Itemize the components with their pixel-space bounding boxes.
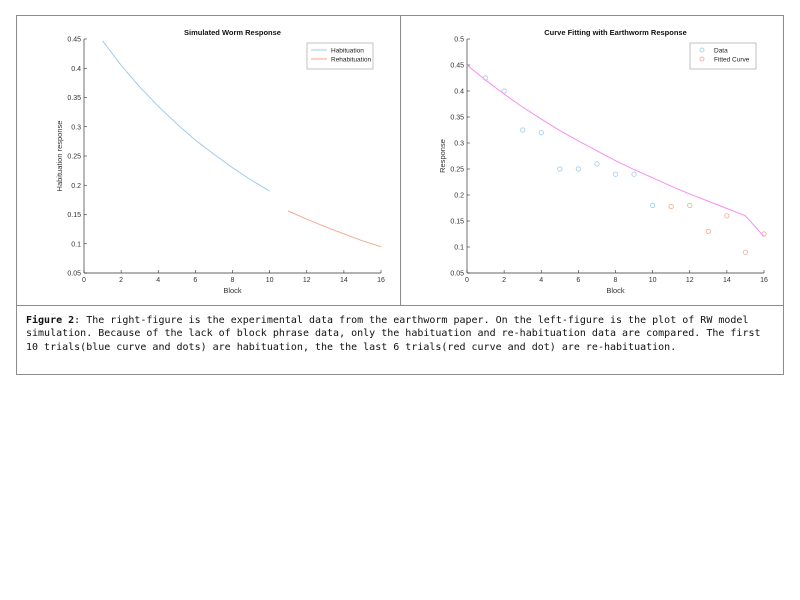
left-chart-panel: 0 2 4 6 8 10 12 14 16 0.05 0.1 0.15 0.2 0.25 0.3 0.35 0.… — [17, 16, 401, 305]
caption-row: Figure 2: The right-figure is the experi… — [17, 305, 783, 374]
y-axis-label: Habituation response — [55, 121, 64, 192]
x-tick-label: 12 — [303, 277, 311, 284]
y-tick-label: 0.2 — [71, 183, 81, 190]
y-tick-label: 0.1 — [454, 245, 464, 252]
legend-label: Rehabituation — [331, 56, 371, 63]
legend-label: Habituation — [331, 47, 364, 54]
data-point-marker — [501, 88, 507, 94]
y-tick-label: 0.35 — [450, 115, 464, 122]
y-tick-label: 0.25 — [67, 154, 81, 161]
x-tick-label: 10 — [649, 277, 657, 284]
caption-label: Figure 2 — [26, 315, 75, 326]
x-tick-label: 14 — [723, 277, 731, 284]
data-point-marker — [705, 228, 711, 234]
x-tick-label: 16 — [377, 277, 385, 284]
y-tick-label: 0.45 — [67, 37, 81, 44]
y-axis-label: Response — [438, 139, 447, 173]
figure-caption: Figure 2: The right-figure is the experi… — [26, 314, 766, 354]
chart-title: Curve Fitting with Earthworm Response — [544, 28, 687, 37]
series-line-habituation — [102, 40, 270, 192]
right-chart-panel: 0 2 4 6 8 10 12 14 16 0.05 0.1 0.15 0.2 0.25 0.3 0.35 0.… — [400, 16, 783, 305]
x-tick-label: 6 — [576, 277, 580, 284]
x-tick-label: 4 — [539, 277, 543, 284]
data-point-marker — [631, 171, 637, 177]
y-tick-label: 0.2 — [454, 193, 464, 200]
y-tick-label: 0.15 — [450, 219, 464, 226]
legend-swatch — [699, 47, 705, 53]
x-tick-label: 14 — [340, 277, 348, 284]
x-tick-label: 16 — [760, 277, 768, 284]
x-tick-label: 10 — [266, 277, 274, 284]
legend-box — [306, 42, 374, 70]
x-tick-label: 6 — [193, 277, 197, 284]
x-tick-label: 8 — [614, 277, 618, 284]
data-point-marker — [668, 203, 674, 210]
y-tick-label: 0.25 — [450, 167, 464, 174]
y-tick-label: 0.3 — [71, 124, 81, 131]
data-point-marker — [650, 202, 656, 208]
x-tick-label: 2 — [119, 277, 123, 284]
data-point-marker — [687, 202, 693, 208]
y-tick-label: 0.05 — [67, 271, 81, 278]
y-tick-label: 0.1 — [71, 241, 81, 248]
legend-label: Fitted Curve — [714, 56, 750, 63]
data-point-marker — [594, 161, 600, 167]
data-point-marker — [612, 171, 619, 177]
legend-box — [689, 42, 757, 70]
y-tick-label: 0.15 — [67, 212, 81, 219]
legend-label: Data — [714, 47, 728, 54]
y-tick-label: 0.4 — [71, 66, 81, 73]
figure-frame: 0 2 4 6 8 10 12 14 16 0.05 0.1 0.15 0.2 0.25 0.3 0.35 0.… — [16, 15, 784, 375]
y-tick-label: 0.35 — [67, 95, 81, 102]
x-axis-label: Block — [223, 286, 242, 295]
data-point-marker — [575, 166, 581, 172]
chart-title: Simulated Worm Response — [184, 28, 281, 37]
y-tick-label: 0.45 — [450, 63, 464, 70]
x-tick-label: 4 — [156, 277, 160, 284]
data-point-marker — [742, 249, 749, 255]
x-axis-label: Block — [606, 286, 625, 295]
series-line-rehabituation — [287, 210, 382, 248]
x-tick-label: 8 — [231, 277, 235, 284]
data-point-marker — [557, 166, 563, 172]
legend-swatch — [699, 56, 705, 62]
y-tick-label: 0.05 — [450, 271, 464, 278]
x-tick-label: 12 — [686, 277, 694, 284]
series-line-fitted-curve — [466, 64, 765, 237]
simulated-worm-response-chart: 0 2 4 6 8 10 12 14 16 0.05 0.1 0.15 0.2 0.25 0.3 0.35 0.… — [55, 28, 385, 295]
data-point-marker — [538, 130, 544, 136]
x-tick-label: 0 — [465, 277, 469, 284]
x-tick-label: 0 — [82, 277, 86, 284]
x-tick-label: 2 — [502, 277, 506, 284]
y-tick-label: 0.4 — [454, 89, 464, 96]
data-point-marker — [520, 127, 526, 133]
data-point-marker — [724, 213, 730, 219]
caption-text: : The right-figure is the experimental d… — [26, 315, 761, 353]
curve-fitting-chart: 0 2 4 6 8 10 12 14 16 0.05 0.1 0.15 0.2 0.25 0.3 0.35 0.… — [438, 28, 768, 295]
y-tick-label: 0.5 — [454, 37, 464, 44]
y-tick-label: 0.3 — [454, 141, 464, 148]
